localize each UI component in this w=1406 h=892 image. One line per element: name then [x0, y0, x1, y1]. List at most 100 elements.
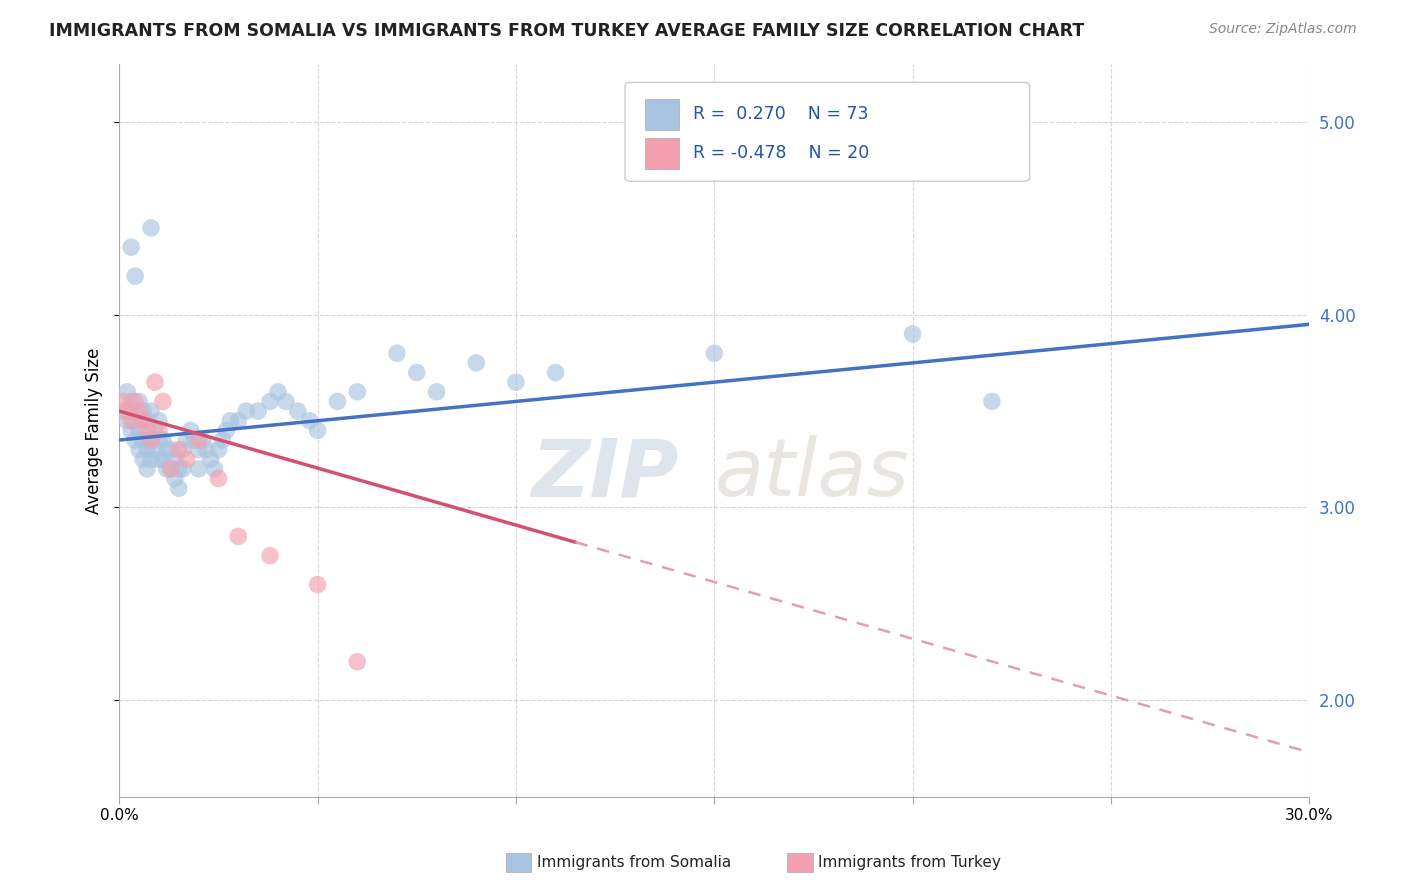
Point: [207, 442, 229, 457]
Point: [148, 433, 170, 447]
Point: [298, 414, 321, 428]
Point: [124, 394, 146, 409]
Point: [148, 414, 170, 428]
Point: [128, 423, 150, 437]
Point: [132, 452, 155, 467]
Point: [307, 423, 329, 437]
Text: ZIP: ZIP: [531, 435, 679, 513]
Point: [195, 442, 218, 457]
Point: [139, 433, 162, 447]
Point: [120, 414, 142, 428]
Point: [156, 462, 179, 476]
Point: [211, 433, 233, 447]
Point: [544, 366, 567, 380]
Point: [139, 221, 162, 235]
Point: [120, 240, 142, 254]
Point: [346, 384, 368, 399]
Point: [346, 655, 368, 669]
Point: [143, 442, 166, 457]
Text: R =  0.270    N = 73: R = 0.270 N = 73: [693, 105, 869, 123]
Point: [124, 433, 146, 447]
Point: [176, 452, 198, 467]
Text: Source: ZipAtlas.com: Source: ZipAtlas.com: [1209, 22, 1357, 37]
Point: [187, 433, 209, 447]
Point: [259, 394, 281, 409]
Point: [235, 404, 257, 418]
Point: [132, 433, 155, 447]
Point: [148, 452, 170, 467]
Point: [215, 423, 238, 437]
Point: [139, 433, 162, 447]
Point: [219, 414, 242, 428]
Point: [143, 375, 166, 389]
Text: atlas: atlas: [714, 435, 910, 513]
Text: IMMIGRANTS FROM SOMALIA VS IMMIGRANTS FROM TURKEY AVERAGE FAMILY SIZE CORRELATIO: IMMIGRANTS FROM SOMALIA VS IMMIGRANTS FR…: [49, 22, 1084, 40]
Point: [167, 481, 190, 495]
Point: [163, 452, 186, 467]
Point: [160, 462, 183, 476]
Point: [200, 452, 222, 467]
Point: [148, 423, 170, 437]
Point: [247, 404, 270, 418]
FancyBboxPatch shape: [626, 82, 1029, 181]
Point: [115, 404, 138, 418]
Point: [172, 442, 194, 457]
Point: [120, 394, 142, 409]
Point: [191, 433, 214, 447]
Point: [112, 404, 135, 418]
Point: [120, 404, 142, 418]
Point: [207, 472, 229, 486]
Point: [259, 549, 281, 563]
Text: Immigrants from Somalia: Immigrants from Somalia: [537, 855, 731, 870]
Point: [160, 462, 183, 476]
Point: [152, 433, 174, 447]
Point: [287, 404, 309, 418]
Point: [160, 442, 183, 457]
Point: [187, 462, 209, 476]
Point: [226, 414, 249, 428]
Point: [172, 462, 194, 476]
Point: [156, 442, 179, 457]
Point: [426, 384, 449, 399]
Point: [180, 423, 202, 437]
Text: Immigrants from Turkey: Immigrants from Turkey: [818, 855, 1001, 870]
Bar: [645, 99, 679, 130]
Point: [120, 423, 142, 437]
Point: [167, 442, 190, 457]
Point: [204, 462, 226, 476]
Point: [307, 577, 329, 591]
Point: [139, 404, 162, 418]
Point: [128, 442, 150, 457]
Point: [152, 394, 174, 409]
Point: [274, 394, 297, 409]
Point: [163, 472, 186, 486]
Point: [112, 394, 135, 409]
Point: [226, 529, 249, 543]
Point: [136, 442, 159, 457]
Point: [136, 423, 159, 437]
Point: [267, 384, 290, 399]
Point: [128, 404, 150, 418]
Bar: [645, 138, 679, 169]
Point: [703, 346, 725, 360]
Point: [326, 394, 349, 409]
Point: [128, 394, 150, 409]
Point: [505, 375, 527, 389]
Point: [901, 326, 924, 341]
Point: [136, 462, 159, 476]
Point: [187, 442, 209, 457]
Point: [124, 269, 146, 284]
Point: [143, 423, 166, 437]
Point: [115, 384, 138, 399]
Point: [385, 346, 408, 360]
Point: [980, 394, 1002, 409]
Point: [115, 414, 138, 428]
Point: [136, 414, 159, 428]
Y-axis label: Average Family Size: Average Family Size: [86, 347, 103, 514]
Point: [139, 452, 162, 467]
Point: [132, 404, 155, 418]
Point: [405, 366, 427, 380]
Point: [167, 462, 190, 476]
Point: [465, 356, 488, 370]
Text: R = -0.478    N = 20: R = -0.478 N = 20: [693, 145, 869, 162]
